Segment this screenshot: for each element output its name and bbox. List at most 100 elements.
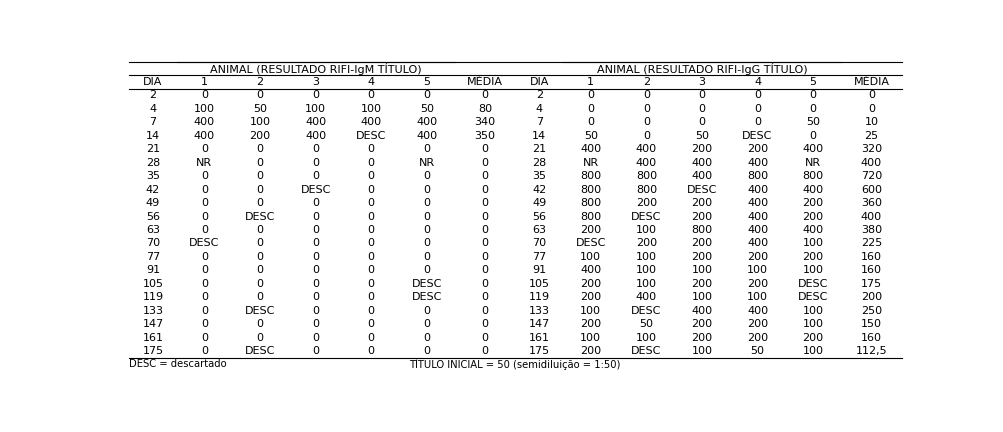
Text: DESC: DESC xyxy=(411,279,441,289)
Text: 21: 21 xyxy=(145,144,159,154)
Text: 100: 100 xyxy=(801,319,822,329)
Text: 0: 0 xyxy=(312,306,319,316)
Text: 0: 0 xyxy=(201,346,208,356)
Text: 100: 100 xyxy=(635,279,656,289)
Text: 200: 200 xyxy=(801,252,822,262)
Text: ANIMAL (RESULTADO RIFI-IgG TÍTULO): ANIMAL (RESULTADO RIFI-IgG TÍTULO) xyxy=(596,63,806,75)
Text: DIA: DIA xyxy=(143,77,162,87)
Text: 0: 0 xyxy=(423,346,430,356)
Text: 400: 400 xyxy=(580,144,601,154)
Text: 0: 0 xyxy=(256,238,263,248)
Text: 56: 56 xyxy=(145,212,159,222)
Text: 160: 160 xyxy=(861,333,881,343)
Text: 400: 400 xyxy=(691,171,712,181)
Text: 0: 0 xyxy=(256,171,263,181)
Text: 0: 0 xyxy=(423,212,430,222)
Text: 400: 400 xyxy=(416,131,437,141)
Text: 400: 400 xyxy=(635,144,656,154)
Text: 0: 0 xyxy=(642,104,649,114)
Text: DESC: DESC xyxy=(300,184,330,195)
Text: 0: 0 xyxy=(753,90,760,101)
Text: 0: 0 xyxy=(201,319,208,329)
Text: DESC: DESC xyxy=(245,346,275,356)
Text: 200: 200 xyxy=(580,319,601,329)
Text: 63: 63 xyxy=(532,225,546,235)
Text: 100: 100 xyxy=(305,104,326,114)
Text: 100: 100 xyxy=(635,265,656,275)
Text: DESC: DESC xyxy=(189,238,220,248)
Text: 200: 200 xyxy=(860,292,882,302)
Text: 0: 0 xyxy=(423,144,430,154)
Text: DESC: DESC xyxy=(686,184,716,195)
Text: 0: 0 xyxy=(423,198,430,208)
Text: 0: 0 xyxy=(808,131,815,141)
Text: 28: 28 xyxy=(145,158,160,168)
Text: 0: 0 xyxy=(201,292,208,302)
Text: 0: 0 xyxy=(481,238,488,248)
Text: 400: 400 xyxy=(801,225,822,235)
Text: 0: 0 xyxy=(587,90,594,101)
Text: MÉDIA: MÉDIA xyxy=(853,77,889,87)
Text: 147: 147 xyxy=(529,319,550,329)
Text: 25: 25 xyxy=(864,131,878,141)
Text: DESC: DESC xyxy=(411,292,441,302)
Text: 91: 91 xyxy=(145,265,159,275)
Text: 70: 70 xyxy=(145,238,159,248)
Text: 200: 200 xyxy=(746,333,767,343)
Text: 3: 3 xyxy=(312,77,319,87)
Text: 80: 80 xyxy=(477,104,491,114)
Text: 50: 50 xyxy=(639,319,653,329)
Text: 0: 0 xyxy=(481,306,488,316)
Text: 100: 100 xyxy=(580,252,601,262)
Text: 200: 200 xyxy=(691,252,712,262)
Text: 800: 800 xyxy=(580,212,601,222)
Text: 350: 350 xyxy=(474,131,495,141)
Text: 0: 0 xyxy=(201,212,208,222)
Text: 147: 147 xyxy=(142,319,163,329)
Text: 0: 0 xyxy=(256,184,263,195)
Text: 161: 161 xyxy=(529,333,550,343)
Text: 0: 0 xyxy=(367,198,374,208)
Text: 0: 0 xyxy=(201,225,208,235)
Text: 5: 5 xyxy=(808,77,815,87)
Text: 160: 160 xyxy=(861,252,881,262)
Text: 0: 0 xyxy=(312,212,319,222)
Text: 0: 0 xyxy=(642,90,649,101)
Text: 200: 200 xyxy=(580,225,601,235)
Text: 400: 400 xyxy=(746,238,767,248)
Text: 0: 0 xyxy=(312,252,319,262)
Text: 200: 200 xyxy=(801,212,822,222)
Text: 200: 200 xyxy=(746,144,767,154)
Text: 400: 400 xyxy=(746,184,767,195)
Text: 200: 200 xyxy=(635,238,656,248)
Text: 0: 0 xyxy=(423,319,430,329)
Text: 0: 0 xyxy=(367,158,374,168)
Text: 0: 0 xyxy=(481,171,488,181)
Text: 0: 0 xyxy=(423,171,430,181)
Text: 42: 42 xyxy=(532,184,546,195)
Text: 133: 133 xyxy=(529,306,550,316)
Text: 0: 0 xyxy=(312,158,319,168)
Text: 200: 200 xyxy=(691,198,712,208)
Text: 50: 50 xyxy=(253,104,267,114)
Text: 0: 0 xyxy=(367,225,374,235)
Text: 119: 119 xyxy=(142,292,163,302)
Text: 0: 0 xyxy=(312,265,319,275)
Text: DESC: DESC xyxy=(245,212,275,222)
Text: 160: 160 xyxy=(861,265,881,275)
Text: 800: 800 xyxy=(746,171,767,181)
Text: 400: 400 xyxy=(801,144,822,154)
Text: 0: 0 xyxy=(753,118,760,127)
Text: 1: 1 xyxy=(587,77,594,87)
Text: DESC: DESC xyxy=(575,238,606,248)
Text: 77: 77 xyxy=(145,252,160,262)
Text: 400: 400 xyxy=(691,306,712,316)
Text: 0: 0 xyxy=(642,118,649,127)
Text: 70: 70 xyxy=(532,238,546,248)
Text: 600: 600 xyxy=(861,184,881,195)
Text: 0: 0 xyxy=(367,212,374,222)
Text: 0: 0 xyxy=(481,292,488,302)
Text: 0: 0 xyxy=(367,279,374,289)
Text: 0: 0 xyxy=(423,90,430,101)
Text: 0: 0 xyxy=(312,346,319,356)
